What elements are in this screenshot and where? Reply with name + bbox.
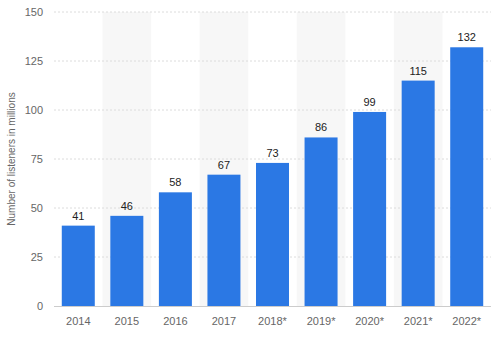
x-tick-label: 2022*: [452, 315, 481, 327]
data-label: 58: [169, 176, 181, 188]
data-label: 73: [266, 147, 278, 159]
grid-line: [54, 61, 491, 62]
x-tick-label: 2021*: [404, 315, 433, 327]
y-tick-label: 100: [25, 104, 43, 116]
bar: [305, 137, 338, 306]
grid-line: [54, 12, 491, 13]
x-tick-label: 2015: [115, 315, 139, 327]
bar: [402, 81, 435, 306]
chart-svg: 0 25 50 75 100 125 150 41 46 58 67 73 86 99 115 132 2014…: [0, 0, 500, 337]
bar: [450, 47, 483, 306]
chart-container: 0 25 50 75 100 125 150 41 46 58 67 73 86 99 115 132 2014…: [0, 0, 500, 337]
x-tick-label: 2020*: [355, 315, 384, 327]
bar: [353, 112, 386, 306]
x-tick-label: 2014: [66, 315, 90, 327]
y-tick-label: 75: [31, 153, 43, 165]
x-tick-label: 2016: [163, 315, 187, 327]
bar: [207, 175, 240, 306]
bars: [62, 47, 483, 306]
x-axis-line: [54, 306, 491, 307]
data-label: 115: [409, 65, 427, 77]
y-tick-label: 150: [25, 6, 43, 18]
data-label: 86: [315, 121, 327, 133]
y-tick-label: 0: [37, 300, 43, 312]
data-label: 41: [72, 210, 84, 222]
bar: [159, 192, 192, 306]
y-tick-label: 125: [25, 55, 43, 67]
x-tick-label: 2017: [212, 315, 236, 327]
y-tick-label: 50: [31, 202, 43, 214]
bar: [256, 163, 289, 306]
data-label: 67: [218, 159, 230, 171]
data-label: 132: [458, 31, 476, 43]
bar: [62, 226, 95, 306]
x-tick-label: 2018*: [258, 315, 287, 327]
data-label: 46: [121, 200, 133, 212]
data-label: 99: [363, 96, 375, 108]
y-axis-title: Number of listeners in millions: [6, 92, 17, 225]
bar: [110, 216, 143, 306]
y-tick-label: 25: [31, 251, 43, 263]
x-tick-label: 2019*: [307, 315, 336, 327]
